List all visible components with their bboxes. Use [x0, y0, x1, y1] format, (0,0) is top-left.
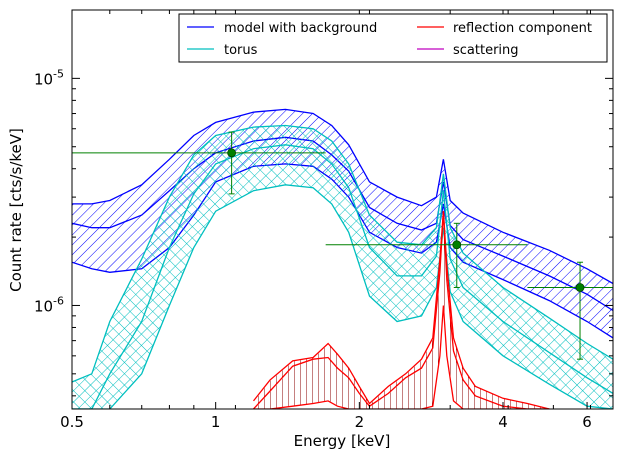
- data-point-1: [72, 131, 326, 195]
- reflection-component-band: [253, 211, 550, 409]
- x-tick-label: 2: [355, 413, 365, 431]
- y-axis-label: Count rate [cts/s/keV]: [7, 128, 25, 292]
- y-tick-label: 10-6: [34, 294, 64, 315]
- data-marker: [575, 283, 585, 292]
- legend-label-model-with-background: model with background: [224, 21, 377, 36]
- data-marker: [227, 148, 237, 158]
- legend-item-model-with-background: model with background: [187, 21, 377, 36]
- legend-item-scattering: scattering: [417, 43, 519, 58]
- reflection-component-lower-line: [253, 305, 550, 409]
- plot-area: [72, 108, 613, 409]
- reflection-component-upper-line: [252, 211, 550, 409]
- legend-box: [178, 13, 608, 63]
- legend-item-reflection-component: reflection component: [417, 21, 592, 36]
- data-point-2: [325, 222, 528, 288]
- legend-label-torus: torus: [224, 43, 258, 58]
- x-tick-label: 0.5: [60, 413, 84, 431]
- legend-label-scattering: scattering: [453, 43, 519, 58]
- legend: model with background torus reflection c…: [178, 13, 608, 63]
- y-tick-label: 10-5: [34, 67, 64, 88]
- torus-mid-line: [72, 144, 613, 409]
- reflection-component-mid-line: [253, 211, 550, 409]
- torus-lower-line: [72, 184, 613, 409]
- data-point-3: [527, 261, 613, 360]
- plot-frame: [71, 9, 614, 410]
- x-tick-label: 6: [582, 413, 592, 431]
- x-axis-label: Energy [keV]: [294, 432, 391, 450]
- x-tick-label: 4: [498, 413, 508, 431]
- torus-band: [72, 125, 613, 409]
- data-marker: [452, 240, 462, 250]
- torus-upper-line: [72, 124, 613, 383]
- x-tick-label: 1: [211, 413, 221, 431]
- model-with-background-upper-line: [72, 108, 613, 285]
- legend-item-torus: torus: [187, 43, 258, 58]
- legend-label-reflection-component: reflection component: [453, 21, 592, 36]
